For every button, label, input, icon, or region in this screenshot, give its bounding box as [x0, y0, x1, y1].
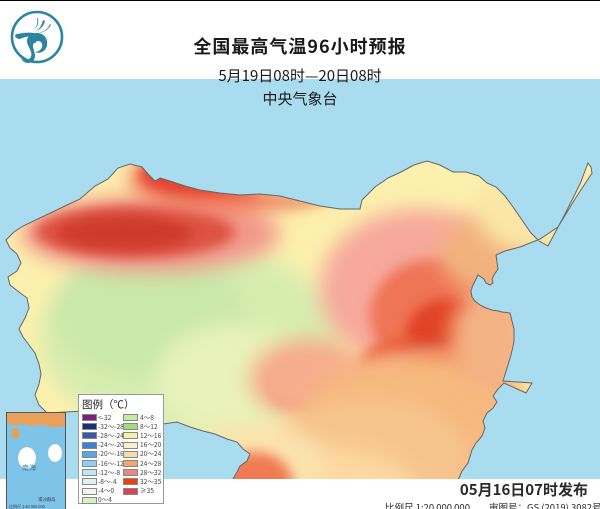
svg-text:南海: 南海 [22, 463, 36, 473]
svg-text:比例尺 1:40 000 000: 比例尺 1:40 000 000 [9, 503, 46, 509]
svg-text:南沙群岛: 南沙群岛 [38, 496, 55, 503]
